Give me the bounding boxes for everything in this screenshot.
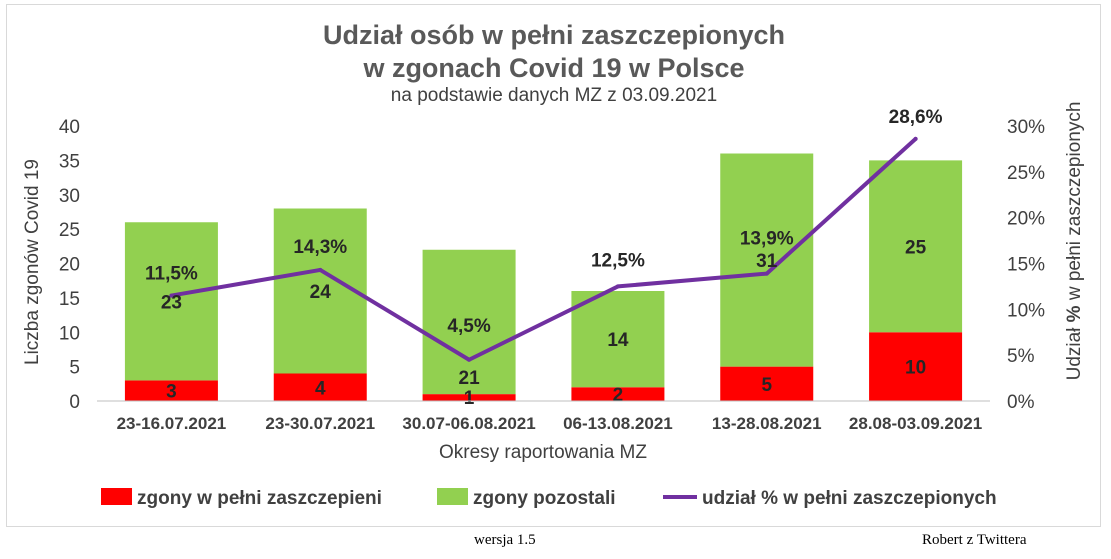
y-axis-title: Liczba zgonów Covid 19 — [22, 159, 43, 365]
share-point-4 — [764, 271, 769, 276]
y-tick-8: 40 — [59, 117, 80, 138]
y2-tick-1: 5% — [1007, 346, 1035, 367]
axes-layer: 05101520253035400%5%10%15%20%25%30%23-16… — [59, 117, 1045, 433]
x-tick-0: 23-16.07.2021 — [117, 414, 227, 433]
bar-segment-vaccinated-0 — [124, 380, 218, 401]
legend-label-others: zgony pozostali — [473, 488, 616, 509]
author-note: Robert z Twittera — [922, 532, 1027, 548]
share-point-2 — [467, 357, 472, 362]
y2-axis-title: Udział % w pełni zaszczepionych — [1064, 102, 1085, 381]
y2-tick-4: 20% — [1007, 209, 1045, 230]
y2-tick-6: 30% — [1007, 117, 1045, 138]
chart-title-line-1: Udział osób w pełni zaszczepionych — [323, 20, 785, 50]
bar-label-vaccinated-0: 3 — [166, 382, 177, 403]
share-label-5: 28,6% — [889, 107, 943, 128]
x-tick-4: 13-28.08.2021 — [712, 414, 822, 433]
x-tick-1: 23-30.07.2021 — [265, 414, 375, 433]
share-point-5 — [913, 136, 918, 141]
y2-axis-title-suffix: w pełni zaszczepionych — [1064, 102, 1085, 306]
bar-label-vaccinated-5: 10 — [905, 358, 926, 379]
share-label-1: 14,3% — [293, 237, 347, 258]
legend-label-share: udział % w pełni zaszczepionych — [702, 488, 997, 509]
share-point-3 — [615, 284, 620, 289]
y2-axis-title-bold: % — [1064, 305, 1085, 322]
y2-tick-5: 25% — [1007, 163, 1045, 184]
bar-label-others-5: 25 — [905, 237, 927, 258]
bar-segment-vaccinated-3 — [571, 387, 665, 401]
share-line — [169, 136, 918, 362]
bar-segment-others-4 — [720, 153, 814, 367]
x-tick-5: 28.08-03.09.2021 — [849, 414, 982, 433]
labels-layer: 3 23 4 24 121 2 14 5 31 10 25 11,5% 14,3% 4,5% 12,5% 13… — [145, 107, 943, 409]
version-note: wersja 1.5 — [474, 532, 536, 548]
share-label-2: 4,5% — [447, 316, 490, 337]
y-tick-7: 35 — [59, 151, 80, 172]
bars-layer — [124, 153, 963, 401]
bar-label-vaccinated-1: 4 — [315, 378, 326, 399]
y2-axis-title-prefix: Udział — [1064, 322, 1085, 380]
y2-tick-0: 0% — [1007, 392, 1035, 413]
bar-label-others-3: 14 — [607, 330, 629, 351]
bar-segment-vaccinated-4 — [720, 366, 814, 401]
y2-tick-3: 15% — [1007, 255, 1045, 276]
bar-label-others-4: 31 — [756, 251, 778, 272]
bar-segment-others-0 — [124, 222, 218, 381]
bar-label-vaccinated-4: 5 — [761, 375, 772, 396]
chart-title-line-2: w zgonach Covid 19 w Polsce — [362, 53, 744, 83]
bar-label-vaccinated-2: 1 — [464, 388, 475, 409]
y-tick-6: 30 — [59, 186, 80, 207]
x-tick-2: 30.07-06.08.2021 — [402, 414, 535, 433]
chart-subtitle: na podstawie danych MZ z 03.09.2021 — [391, 85, 717, 106]
y-tick-0: 0 — [69, 392, 80, 413]
legend-swatch-vaccinated — [101, 488, 132, 505]
line-layer — [169, 136, 918, 362]
share-point-0 — [169, 293, 174, 298]
bar-segment-vaccinated-2 — [422, 394, 516, 401]
y-tick-4: 20 — [59, 255, 80, 276]
bar-segment-others-3 — [571, 291, 665, 388]
bar-label-others-1: 24 — [310, 282, 332, 303]
bar-label-others-0: 23 — [161, 292, 182, 313]
y-tick-1: 5 — [69, 358, 80, 379]
bar-segment-vaccinated-5 — [869, 332, 963, 401]
share-label-0: 11,5% — [145, 264, 198, 285]
bar-segment-others-1 — [273, 208, 367, 374]
share-label-3: 12,5% — [591, 250, 645, 271]
x-axis-title: Okresy raportowania MZ — [439, 442, 647, 463]
y2-tick-2: 10% — [1007, 300, 1045, 321]
y-tick-3: 15 — [59, 289, 80, 310]
y-tick-2: 10 — [59, 323, 80, 344]
bar-label-vaccinated-3: 2 — [613, 385, 624, 406]
bar-segment-others-5 — [869, 160, 963, 333]
bar-segment-vaccinated-1 — [273, 373, 367, 401]
bar-segment-others-2 — [422, 249, 516, 395]
share-label-4: 13,9% — [740, 229, 794, 250]
bar-label-others-2: 21 — [459, 368, 481, 389]
x-tick-3: 06-13.08.2021 — [563, 414, 673, 433]
legend-swatch-others — [437, 488, 468, 505]
legend-label-vaccinated: zgony w pełni zaszczepieni — [137, 488, 382, 509]
share-point-1 — [318, 267, 323, 272]
y-tick-5: 25 — [59, 220, 80, 241]
legend: zgony w pełni zaszczepieni zgony pozosta… — [101, 488, 997, 509]
